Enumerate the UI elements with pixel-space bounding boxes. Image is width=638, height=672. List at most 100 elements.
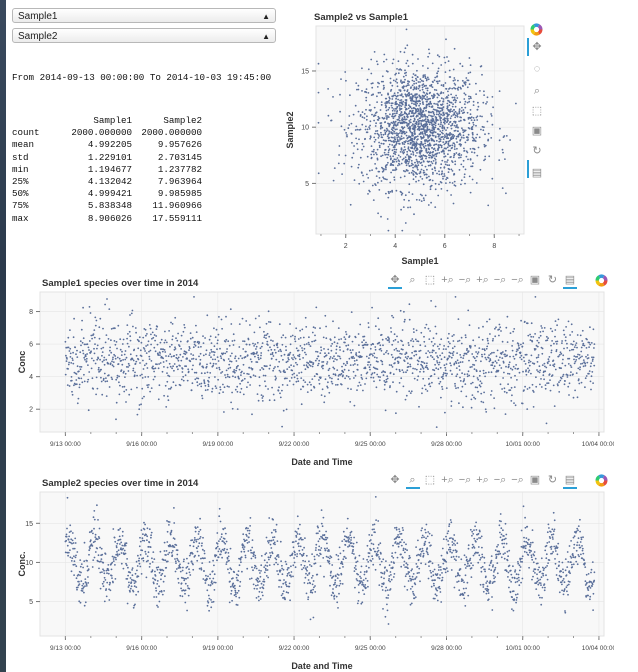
box-zoom-icon[interactable]: ⌕ (533, 85, 541, 97)
x-zoom-in-icon[interactable]: +⌕ (476, 474, 489, 486)
bokeh-logo-icon[interactable] (530, 23, 543, 36)
timeseries-point (566, 376, 569, 378)
scatter-point (428, 156, 431, 159)
zoom-in-icon[interactable]: +⌕ (441, 274, 454, 286)
scatter-point (410, 97, 412, 100)
y-zoom-out-icon[interactable]: −⌕ (511, 474, 524, 486)
scatter-point (400, 148, 403, 151)
timeseries-point (72, 362, 75, 365)
timeseries-point (188, 568, 190, 571)
timeseries-point (163, 559, 165, 561)
timeseries-point (584, 377, 587, 380)
timeseries-point (345, 331, 347, 333)
timeseries-point (198, 542, 201, 545)
timeseries-point (188, 349, 190, 351)
timeseries-point (550, 344, 552, 347)
reset-icon[interactable]: ↻ (532, 145, 542, 157)
scatter-point (458, 108, 461, 111)
scatter-point (425, 122, 428, 124)
save-icon[interactable]: ▣ (529, 274, 541, 286)
scatter-point (387, 229, 390, 232)
timeseries2-chart[interactable]: 9/13 00:00 9/16 00:00 9/19 00:00 9/22 00:00… (14, 490, 614, 672)
box-zoom-icon[interactable]: ⌕ (409, 274, 416, 286)
scatter-point (464, 106, 467, 109)
scatter-point (380, 133, 383, 136)
timeseries-point (571, 331, 574, 333)
timeseries-point (166, 541, 169, 543)
timeseries-point (362, 389, 364, 392)
hover-icon[interactable]: ▤ (531, 167, 543, 179)
pan-icon[interactable]: ✥ (390, 474, 400, 486)
timeseries1-chart[interactable]: 9/13 00:00 9/16 00:00 9/19 00:00 9/22 00:00… (14, 290, 614, 470)
timeseries-point (372, 354, 374, 357)
zoom-in-icon[interactable]: +⌕ (441, 474, 454, 486)
reset-icon[interactable]: ↻ (547, 274, 558, 286)
bokeh-logo-icon[interactable] (595, 274, 608, 287)
lasso-select-icon[interactable]: ◌ (533, 63, 541, 75)
scatter-point (453, 109, 455, 111)
timeseries-point (515, 350, 518, 353)
timeseries-point (233, 594, 236, 597)
scatter-point (417, 127, 420, 130)
timeseries-point (424, 388, 427, 391)
timeseries-point (229, 360, 231, 363)
timeseries-point (352, 364, 355, 366)
x-zoom-out-icon[interactable]: −⌕ (493, 474, 507, 486)
timeseries-point (169, 345, 171, 348)
box-select-icon[interactable]: ⬚ (424, 274, 436, 286)
timeseries-point (310, 389, 313, 392)
scatter-point (416, 139, 418, 141)
zoom-out-icon[interactable]: −⌕ (458, 474, 472, 486)
timeseries-point (305, 364, 308, 367)
timeseries-point (144, 376, 147, 378)
timeseries-point (234, 376, 237, 379)
box-select-icon[interactable]: ⬚ (424, 474, 436, 486)
save-icon[interactable]: ▣ (529, 474, 541, 486)
logo-center (533, 26, 540, 33)
timeseries-point (192, 563, 194, 566)
pan-icon[interactable]: ✥ (388, 273, 402, 289)
save-icon[interactable]: ▣ (531, 125, 543, 137)
reset-icon[interactable]: ↻ (547, 474, 558, 486)
scatter-point (402, 75, 405, 78)
x-zoom-out-icon[interactable]: −⌕ (493, 274, 507, 286)
timeseries-point (543, 370, 545, 373)
timeseries-point (238, 585, 241, 587)
timeseries-point (221, 371, 224, 373)
scatter-point (427, 55, 429, 58)
scatter-point (428, 103, 431, 105)
timeseries-point (242, 548, 245, 551)
scatter-point (418, 117, 421, 120)
scatter-point (453, 124, 456, 127)
timeseries-point (495, 362, 498, 364)
scatter-point (378, 146, 381, 149)
timeseries-point (430, 375, 433, 377)
y-zoom-out-icon[interactable]: −⌕ (511, 274, 524, 286)
sample-select-2[interactable]: Sample2 ▲ (12, 28, 276, 43)
hover-icon[interactable]: ▤ (563, 273, 577, 289)
timeseries-point (107, 569, 110, 572)
timeseries-point (258, 599, 260, 602)
bokeh-logo-icon[interactable] (595, 474, 608, 487)
hover-icon[interactable]: ▤ (563, 473, 577, 489)
timeseries-point (199, 362, 202, 365)
scatter-point (387, 151, 390, 154)
timeseries-point (126, 602, 129, 605)
scatter-point (397, 164, 399, 167)
timeseries-point (240, 561, 242, 564)
box-select-icon[interactable]: ⬚ (531, 105, 543, 117)
timeseries-point (254, 375, 257, 377)
x-zoom-in-icon[interactable]: +⌕ (476, 274, 489, 286)
sample-select-1[interactable]: Sample1 ▲ (12, 8, 276, 23)
timeseries-point (195, 371, 198, 374)
timeseries-point (168, 330, 171, 332)
zoom-out-icon[interactable]: −⌕ (458, 274, 472, 286)
timeseries-point (286, 368, 289, 370)
pan-icon[interactable]: ✥ (532, 41, 542, 53)
timeseries-point (118, 381, 120, 384)
timeseries-point (188, 346, 191, 348)
timeseries-point (165, 566, 168, 569)
timeseries-point (385, 378, 388, 381)
box-zoom-icon[interactable]: ⌕ (405, 473, 420, 489)
